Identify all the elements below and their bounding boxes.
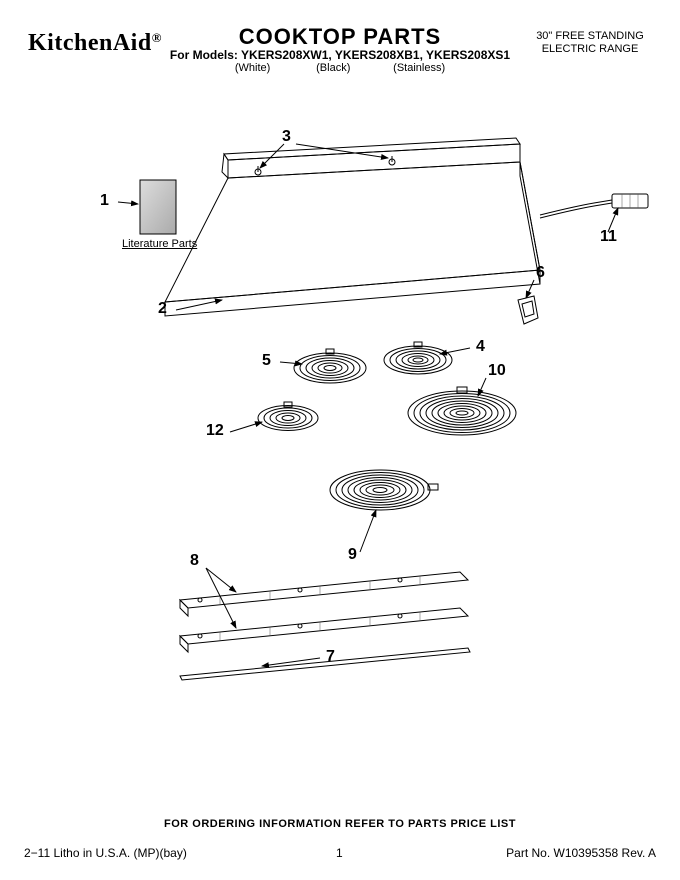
support-rail-a-icon xyxy=(180,572,468,616)
callout-3: 3 xyxy=(282,128,291,146)
footer-ordering-info: FOR ORDERING INFORMATION REFER TO PARTS … xyxy=(0,818,680,830)
element-10-icon xyxy=(408,387,516,435)
parts-diagram xyxy=(0,0,680,880)
cooktop-slab-icon xyxy=(165,138,540,316)
element-9-icon xyxy=(330,470,438,510)
callout-1: 1 xyxy=(100,192,109,210)
callout-7: 7 xyxy=(326,648,335,666)
callout-8: 8 xyxy=(190,552,199,570)
screw-icon xyxy=(255,156,395,175)
wire-harness-icon xyxy=(540,194,648,218)
callout-9: 9 xyxy=(348,546,357,564)
callout-6: 6 xyxy=(536,264,545,282)
literature-parts-link[interactable]: Literature Parts xyxy=(122,238,197,250)
callout-4: 4 xyxy=(476,338,485,356)
element-4-icon xyxy=(384,342,452,374)
literature-card-icon xyxy=(140,180,176,234)
callout-12: 12 xyxy=(206,422,224,440)
callout-11: 11 xyxy=(600,228,617,246)
footer-part-number: Part No. W10395358 Rev. A xyxy=(506,846,656,860)
element-12-icon xyxy=(258,402,318,431)
callout-2: 2 xyxy=(158,300,167,318)
support-rail-b-icon xyxy=(180,608,468,652)
trim-rail-icon xyxy=(180,648,470,680)
callout-5: 5 xyxy=(262,352,271,370)
latch-icon xyxy=(518,296,538,324)
callout-10: 10 xyxy=(488,362,506,380)
footer-litho: 2−11 Litho in U.S.A. (MP)(bay) xyxy=(24,846,187,860)
element-5-icon xyxy=(294,349,366,383)
footer-page-number: 1 xyxy=(336,846,343,860)
